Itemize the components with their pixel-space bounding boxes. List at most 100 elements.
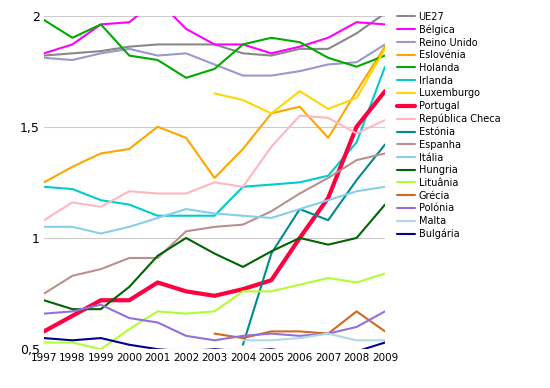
Portugal [183, 289, 189, 294]
Polónia [69, 309, 76, 314]
Reino Unido [296, 69, 303, 73]
Polónia [296, 334, 303, 338]
Hungria [41, 298, 47, 303]
Lituânia [268, 289, 274, 294]
Holanda [268, 35, 274, 40]
Itália [41, 225, 47, 229]
Reino Unido [268, 73, 274, 78]
Line: Reino Unido: Reino Unido [44, 45, 385, 76]
Lituânia [296, 282, 303, 287]
Lituânia [126, 327, 133, 331]
Hungria [382, 202, 388, 207]
República Checa [240, 184, 246, 189]
Estónia [325, 218, 332, 222]
Eslovénia [97, 151, 104, 156]
Luxemburgo [268, 111, 274, 116]
Irlanda [41, 184, 47, 189]
Malta [353, 338, 360, 343]
Espanha [97, 267, 104, 272]
Irlanda [240, 184, 246, 189]
Reino Unido [155, 53, 161, 58]
Irlanda [325, 173, 332, 178]
Bélgica [126, 20, 133, 24]
Bulgária [268, 347, 274, 352]
Espanha [155, 256, 161, 260]
República Checa [183, 191, 189, 196]
Reino Unido [183, 51, 189, 55]
Grécia [325, 331, 332, 336]
Eslovénia [296, 104, 303, 109]
Portugal [382, 89, 388, 94]
Eslovénia [268, 111, 274, 116]
Hungria [183, 236, 189, 240]
Hungria [268, 249, 274, 254]
Hungria [69, 307, 76, 312]
Bélgica [382, 22, 388, 27]
Grécia [240, 336, 246, 340]
Reino Unido [240, 73, 246, 78]
UE27 [211, 42, 218, 47]
Lituânia [183, 311, 189, 316]
República Checa [126, 189, 133, 194]
Estónia [382, 142, 388, 147]
Portugal [296, 236, 303, 240]
Itália [382, 184, 388, 189]
Bélgica [97, 22, 104, 27]
Line: Holanda: Holanda [44, 20, 385, 78]
Holanda [353, 64, 360, 69]
Bélgica [268, 51, 274, 55]
Reino Unido [382, 42, 388, 47]
Reino Unido [69, 58, 76, 62]
Espanha [296, 191, 303, 196]
Bulgária [183, 349, 189, 354]
Itália [325, 198, 332, 203]
Grécia [353, 309, 360, 314]
Reino Unido [126, 47, 133, 51]
Polónia [97, 302, 104, 307]
Portugal [69, 314, 76, 318]
Eslovénia [69, 165, 76, 169]
Bélgica [240, 42, 246, 47]
Estónia [268, 251, 274, 256]
Portugal [353, 125, 360, 129]
Bélgica [353, 20, 360, 24]
Holanda [382, 53, 388, 58]
Hungria [97, 307, 104, 312]
Eslovénia [183, 135, 189, 140]
Hungria [155, 253, 161, 258]
Portugal [268, 278, 274, 282]
Bélgica [296, 44, 303, 49]
República Checa [268, 144, 274, 149]
Holanda [97, 22, 104, 27]
Line: Estónia: Estónia [243, 145, 385, 345]
Itália [183, 207, 189, 211]
Polónia [155, 320, 161, 325]
Luxemburgo [211, 91, 218, 96]
UE27 [155, 42, 161, 47]
Eslovénia [155, 125, 161, 129]
Lituânia [325, 276, 332, 281]
Bulgária [97, 336, 104, 340]
Polónia [41, 311, 47, 316]
UE27 [69, 51, 76, 55]
Espanha [41, 291, 47, 296]
Bulgária [69, 338, 76, 343]
Portugal [211, 293, 218, 298]
Eslovénia [382, 44, 388, 49]
Itália [126, 225, 133, 229]
Bélgica [211, 42, 218, 47]
Lituânia [97, 347, 104, 352]
Bélgica [155, 0, 161, 2]
Estónia [353, 178, 360, 182]
República Checa [296, 113, 303, 118]
Bulgária [155, 347, 161, 352]
República Checa [353, 131, 360, 136]
Hungria [296, 236, 303, 240]
Bélgica [325, 35, 332, 40]
Malta [325, 331, 332, 336]
Holanda [69, 35, 76, 40]
Portugal [97, 298, 104, 303]
UE27 [97, 49, 104, 54]
Itália [211, 211, 218, 216]
Grécia [296, 329, 303, 334]
